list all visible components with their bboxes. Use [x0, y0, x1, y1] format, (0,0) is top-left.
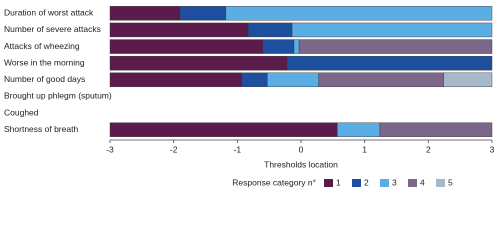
x-tick-label: -1 — [234, 144, 242, 154]
bar-segment — [318, 72, 444, 88]
legend-swatch — [408, 179, 417, 187]
bar-segment — [262, 39, 295, 54]
bar-segment — [241, 72, 268, 88]
legend-swatch — [436, 179, 445, 187]
legend-swatch — [352, 179, 361, 187]
bar-segment — [109, 22, 249, 38]
bar-segment — [337, 122, 381, 137]
bar-segment — [293, 39, 300, 54]
legend-label: 5 — [448, 177, 453, 187]
y-tick-label: Coughed — [4, 107, 39, 117]
legend-swatch — [324, 179, 333, 187]
y-tick-label: Number of severe attacks — [4, 24, 101, 34]
x-axis-label: Thresholds location — [264, 159, 338, 169]
x-tick-label: 1 — [362, 144, 367, 154]
y-tick-label: Duration of worst attack — [4, 8, 94, 18]
x-tick-label: -2 — [170, 144, 178, 154]
bar-segment — [267, 72, 320, 88]
y-tick-label: Shortness of breath — [4, 124, 78, 134]
bar-segment — [443, 72, 493, 88]
legend-label: 4 — [420, 177, 425, 187]
x-tick-label: 2 — [426, 144, 431, 154]
legend-label: 2 — [364, 177, 369, 187]
legend-label: 1 — [336, 177, 341, 187]
bar-segment — [298, 39, 493, 54]
x-tick-label: 3 — [490, 144, 495, 154]
y-tick-label: Worse in the morning — [4, 57, 85, 67]
y-tick-label: Brought up phlegm (sputum) — [4, 91, 112, 101]
bar-segment — [109, 122, 338, 137]
legend-label: 3 — [392, 177, 397, 187]
bar-segment — [247, 22, 293, 38]
chart: Thresholds location -3 -2 -1 0 1 2 3 Duration o… — [4, 6, 495, 187]
y-tick-label: Number of good days — [4, 74, 85, 84]
bar-segment — [225, 6, 493, 21]
bar-segment — [109, 6, 181, 21]
bar-segment — [286, 55, 493, 71]
x-tick-label: 0 — [299, 144, 304, 154]
legend-swatch — [380, 179, 389, 187]
bar-segment — [109, 39, 264, 54]
bar-segment — [179, 6, 227, 21]
y-tick-label: Attacks of wheezing — [4, 41, 80, 51]
bar-segment — [379, 122, 493, 137]
x-tick-label: -3 — [106, 144, 114, 154]
bar-segment — [291, 22, 493, 38]
bar-segment — [109, 55, 288, 71]
bar-segment — [109, 72, 242, 88]
legend-title: Response category n° — [232, 177, 316, 187]
